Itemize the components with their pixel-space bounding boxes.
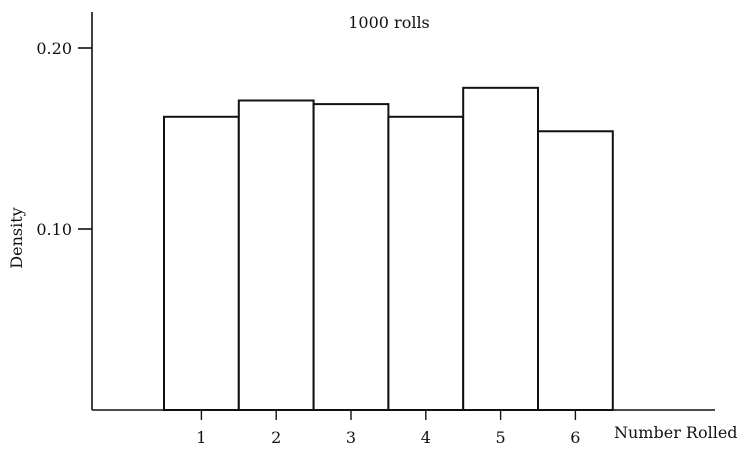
histogram-bar — [312, 103, 390, 412]
bars-group — [163, 86, 614, 412]
x-tick-label: 5 — [496, 428, 506, 447]
histogram-bar — [462, 86, 540, 411]
x-tick-label: 2 — [271, 428, 281, 447]
x-axis-label: Number Rolled — [614, 423, 738, 442]
axes-group: 0.10 0.20 1 2 3 4 5 6 — [36, 12, 715, 447]
x-tick-label: 4 — [421, 428, 431, 447]
histogram-bar — [537, 130, 614, 411]
y-tick-label: 0.20 — [36, 39, 72, 58]
histogram-bar — [387, 115, 465, 411]
histogram-bar — [237, 99, 315, 412]
x-tick-label: 3 — [346, 428, 356, 447]
y-tick-label: 0.10 — [36, 220, 72, 239]
x-tick-label: 1 — [196, 428, 206, 447]
x-tick-label: 6 — [570, 428, 580, 447]
histogram-bar — [163, 115, 240, 411]
y-axis-label: Density — [7, 207, 26, 268]
chart-title: 1000 rolls — [348, 13, 430, 32]
